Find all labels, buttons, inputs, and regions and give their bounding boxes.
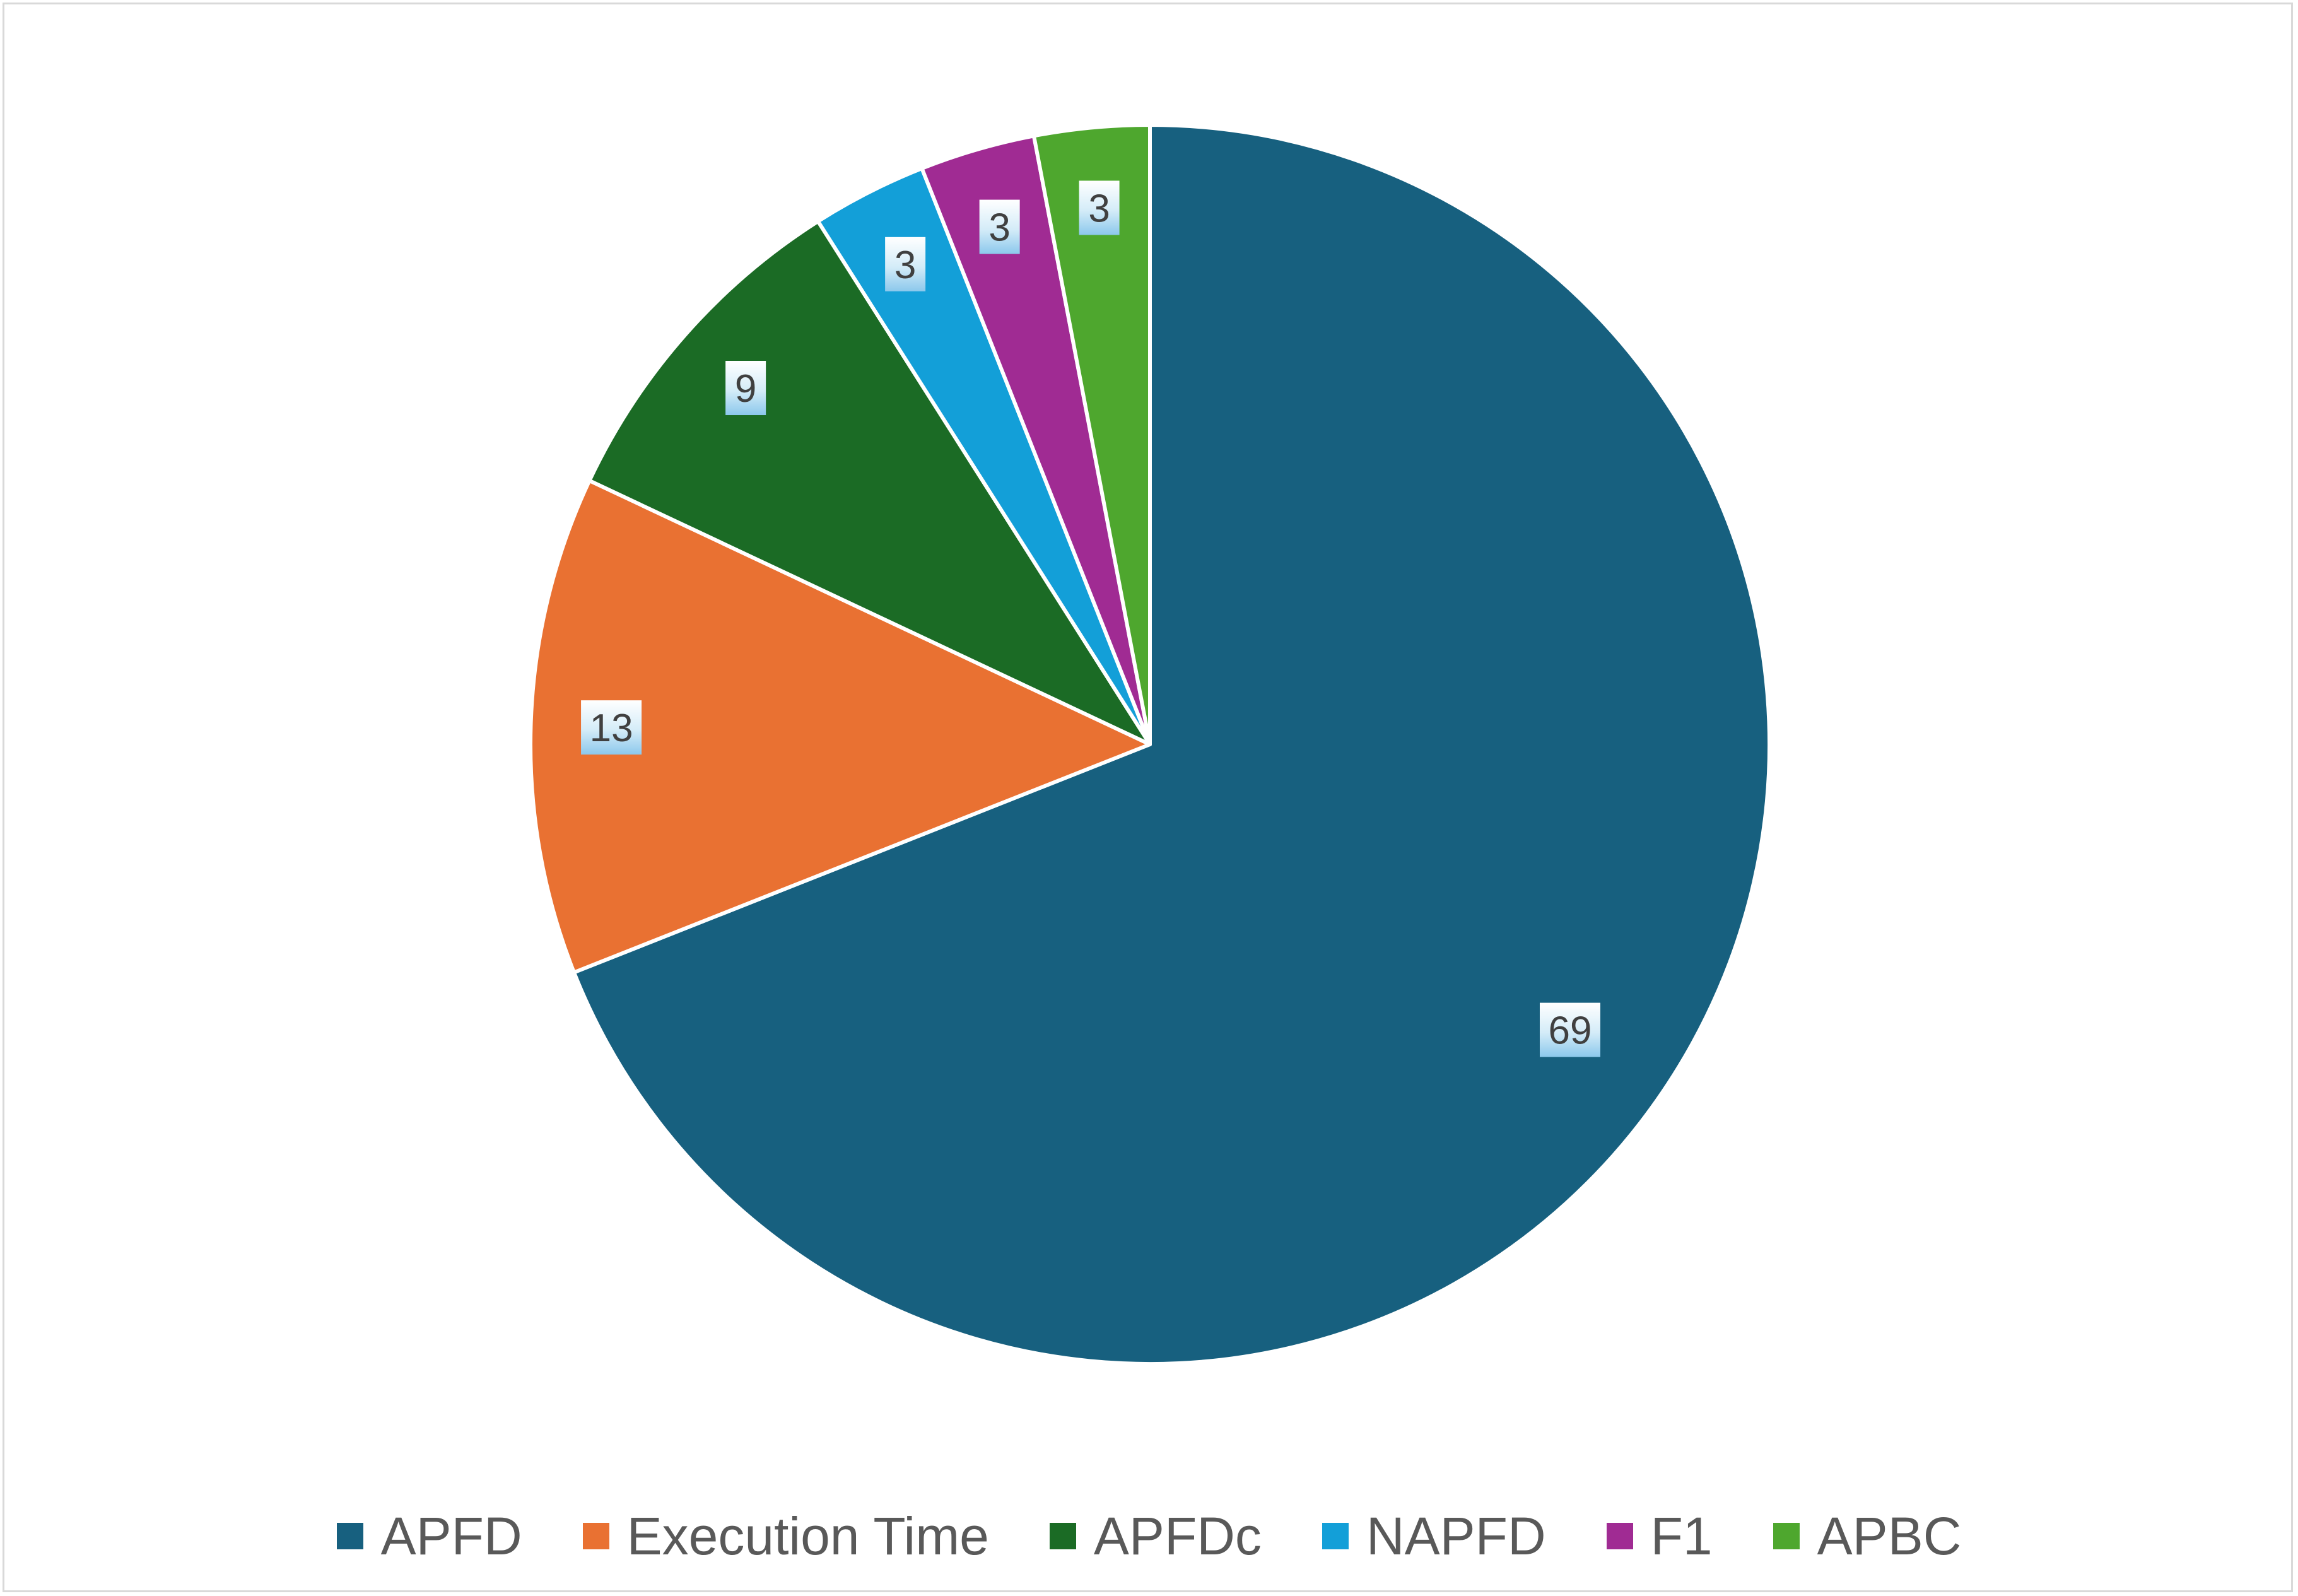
legend-swatch [1773, 1523, 1800, 1549]
data-label-box [725, 361, 766, 416]
legend-label: APBC [1817, 1506, 1962, 1566]
data-label-box [979, 199, 1020, 254]
pie-slice-apfd[interactable] [572, 123, 1771, 1366]
legend-label: F1 [1650, 1506, 1713, 1566]
data-label-f1: 3 [979, 199, 1020, 254]
data-label-text: 69 [1549, 1009, 1592, 1053]
pie-slice-apfdc[interactable] [587, 219, 1152, 746]
legend-swatch [336, 1523, 363, 1549]
legend-swatch [1049, 1523, 1076, 1549]
legend-label: Execution Time [626, 1506, 989, 1566]
legend: APFD Execution Time APFDc NAPFD F1 APBC [0, 1505, 2298, 1568]
data-label-box [1539, 1002, 1600, 1057]
pie-slices [529, 123, 1771, 1366]
data-label-box [581, 700, 642, 755]
data-label-apfd: 69 [1539, 1002, 1600, 1057]
data-label-apbc: 3 [1079, 180, 1120, 235]
data-label-napfd: 3 [885, 237, 926, 291]
pie-slice-apbc[interactable] [1031, 123, 1152, 746]
data-label-text: 3 [894, 244, 916, 287]
legend-item-f1[interactable]: F1 [1606, 1506, 1713, 1566]
legend-swatch [1322, 1523, 1349, 1549]
pie-slice-execution-time[interactable] [529, 478, 1152, 975]
data-label-text: 13 [590, 707, 633, 750]
legend-swatch [1606, 1523, 1633, 1549]
data-label-execution-time: 13 [581, 700, 642, 755]
data-label-box [1079, 180, 1120, 235]
legend-item-apfdc[interactable]: APFDc [1049, 1506, 1262, 1566]
legend-label: APFDc [1093, 1506, 1262, 1566]
legend-swatch [582, 1523, 609, 1549]
legend-label: APFD [380, 1506, 522, 1566]
legend-item-apbc[interactable]: APBC [1773, 1506, 1962, 1566]
legend-item-apfd[interactable]: APFD [336, 1506, 522, 1566]
data-label-apfdc: 9 [725, 361, 766, 416]
data-label-box [885, 237, 926, 291]
data-label-text: 3 [1088, 187, 1110, 230]
data-label-text: 3 [988, 206, 1010, 250]
legend-label: NAPFD [1366, 1506, 1546, 1566]
pie-data-labels: 69 13 9 3 3 3 [581, 180, 1600, 1057]
data-label-text: 9 [735, 367, 756, 411]
legend-item-napfd[interactable]: NAPFD [1322, 1510, 1546, 1563]
legend-item-execution-time[interactable]: Execution Time [582, 1506, 989, 1566]
